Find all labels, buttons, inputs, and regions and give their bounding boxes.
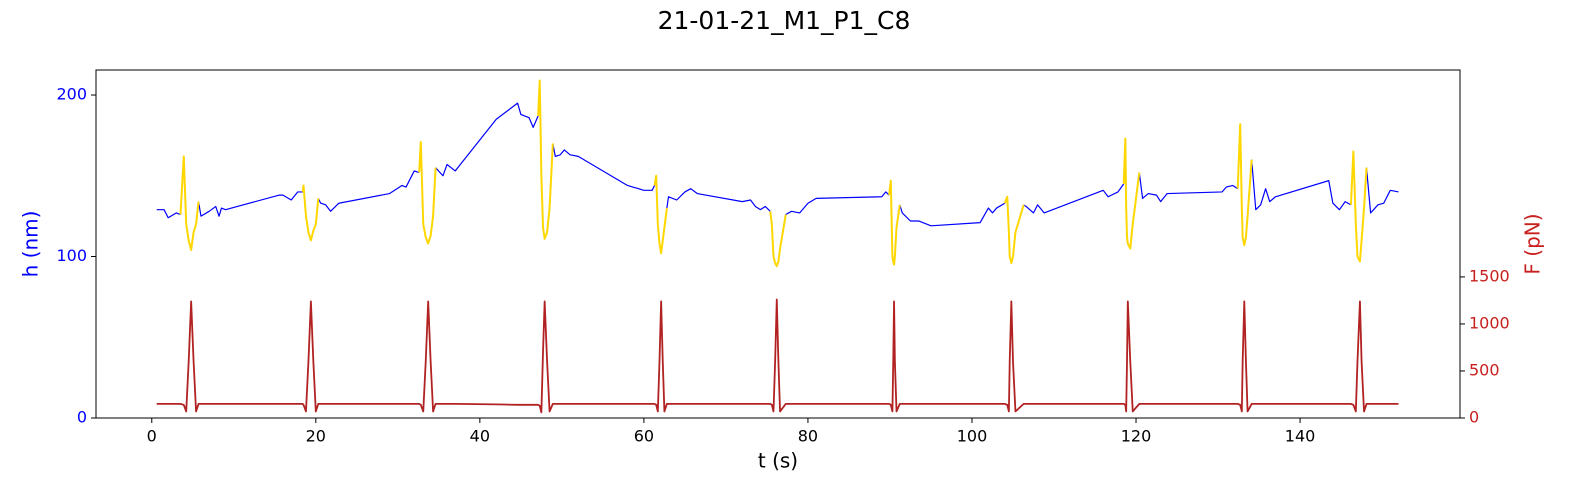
data-line xyxy=(156,102,1399,227)
y-axis-label: h (nm) xyxy=(19,211,43,278)
y2-tick-label: 0 xyxy=(1469,408,1479,427)
y2-tick-label: 500 xyxy=(1469,360,1500,379)
x-tick-label: 20 xyxy=(306,427,326,446)
x-tick-label: 140 xyxy=(1285,427,1316,446)
x-tick-label: 40 xyxy=(470,427,490,446)
x-tick-label: 0 xyxy=(147,427,157,446)
y-tick-label: 200 xyxy=(56,85,87,104)
y2-tick-label: 1000 xyxy=(1469,313,1510,332)
plot-frame xyxy=(95,69,1461,419)
data-line xyxy=(179,79,1368,268)
x-tick-label: 60 xyxy=(634,427,654,446)
y2-tick-label: 1500 xyxy=(1469,266,1510,285)
x-tick-label: 100 xyxy=(957,427,988,446)
data-line xyxy=(156,298,1399,414)
y-tick-label: 0 xyxy=(77,408,87,427)
x-tick-label: 80 xyxy=(798,427,818,446)
y-tick-label: 100 xyxy=(56,246,87,265)
y2-axis-label: F (pN) xyxy=(1521,213,1545,274)
x-tick-label: 120 xyxy=(1121,427,1152,446)
x-axis-label: t (s) xyxy=(758,449,798,473)
chart-title: 21-01-21_M1_P1_C8 xyxy=(658,6,911,35)
